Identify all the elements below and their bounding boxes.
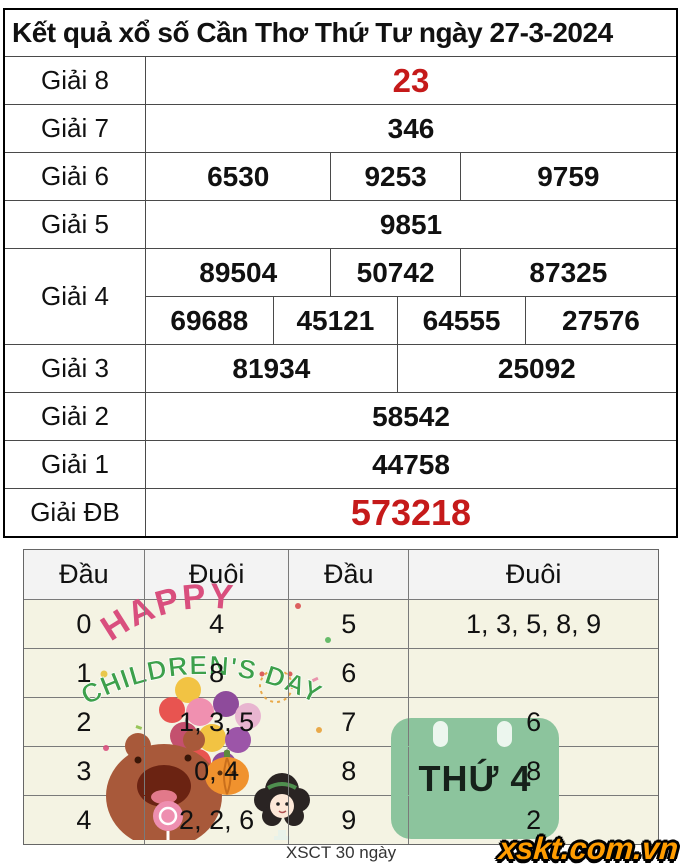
prize-row-6: Giải 6 6530 9253 9759: [5, 152, 676, 200]
column-header-dau: Đầu: [288, 550, 408, 599]
footer-caption: XSCT 30 ngày: [285, 843, 397, 862]
prize-value: 64555: [397, 297, 525, 344]
prize-row-8: Giải 8 23: [5, 56, 676, 104]
prize-label: Giải 5: [5, 201, 146, 248]
head-tail-header-row: Đầu Đuôi Đầu Đuôi: [24, 550, 658, 599]
prize-value: 45121: [272, 297, 398, 344]
prize-row-db: Giải ĐB 573218: [5, 488, 676, 536]
prize-value: 44758: [372, 448, 450, 480]
prize-value: 69688: [170, 304, 249, 336]
calendar-ring-icon: [433, 721, 448, 747]
prize-value: 573218: [350, 491, 472, 533]
prize-label: Giải ĐB: [5, 489, 146, 536]
head-cell: 6: [288, 649, 408, 697]
prize-row-3: Giải 3 81934 25092: [5, 344, 676, 392]
head-tail-row: 1 8 6: [24, 648, 658, 697]
prize-label: Giải 1: [5, 441, 146, 488]
prize-row-2: Giải 2 58542: [5, 392, 676, 440]
head-cell: 2: [76, 706, 92, 737]
prize-value: 6530: [207, 160, 270, 192]
prize-value: 9851: [379, 208, 443, 240]
calendar-badge: THỨ 4: [391, 718, 559, 839]
prize-row-1: Giải 1 44758: [5, 440, 676, 488]
prize-value: 27576: [524, 297, 676, 344]
prize-value: 346: [387, 112, 435, 144]
tail-cell: 1, 3, 5, 8, 9: [408, 600, 658, 648]
prize-value: 89504: [199, 256, 278, 288]
head-tail-row: 2 1, 3, 5 7 6: [24, 697, 658, 746]
tail-cell: 2, 2, 6: [143, 796, 289, 844]
prize-label: Giải 6: [5, 153, 146, 200]
prize-label: Giải 2: [5, 393, 146, 440]
tail-cell: 0, 4: [143, 747, 289, 795]
tail-cell: 8: [143, 649, 289, 697]
head-cell: 0: [76, 608, 92, 639]
prize-row-4: Giải 4 89504 50742 87325 69688 45121 645…: [5, 248, 676, 344]
calendar-label: THỨ 4: [418, 757, 532, 799]
tail-cell: 2: [408, 796, 658, 844]
tail-cell: [408, 649, 658, 697]
prize-value: 9253: [330, 153, 459, 200]
head-cell: 8: [288, 747, 408, 795]
prize-row-7: Giải 7 346: [5, 104, 676, 152]
tail-cell: 4: [143, 600, 289, 648]
tail-cell: 8: [408, 747, 658, 795]
tail-cell: 6: [408, 698, 658, 746]
prize-label: Giải 4: [5, 249, 146, 344]
head-cell: 7: [288, 698, 408, 746]
prize-value: 9759: [459, 153, 676, 200]
prize-value: 50742: [330, 249, 459, 296]
head-cell: 1: [76, 657, 92, 688]
site-logo[interactable]: xskt.com.vn: [497, 831, 680, 866]
head-cell: 5: [288, 600, 408, 648]
prize-label: Giải 7: [5, 105, 146, 152]
head-cell: 3: [76, 755, 92, 786]
column-header-duoi: Đuôi: [143, 550, 289, 599]
prize-value: 23: [392, 61, 430, 99]
head-tail-row: 3 0, 4 8 8: [24, 746, 658, 795]
head-tail-table: HAPPY CHILDREN'S DAY: [23, 549, 659, 845]
prize-value: 25092: [396, 345, 676, 392]
head-cell: 9: [288, 796, 408, 844]
head-tail-row: 0 4 5 1, 3, 5, 8, 9: [24, 599, 658, 648]
page-title: Kết quả xổ số Cần Thơ Thứ Tư ngày 27-3-2…: [12, 17, 613, 48]
prize-value: 87325: [459, 249, 676, 296]
column-header-duoi: Đuôi: [408, 550, 658, 599]
prize-value: 58542: [372, 400, 450, 432]
prize-value: 81934: [232, 352, 311, 384]
prize-label: Giải 8: [5, 57, 146, 104]
prize-label: Giải 3: [5, 345, 146, 392]
head-cell: 4: [76, 804, 92, 835]
column-header-dau: Đầu: [59, 559, 109, 589]
prize-row-5: Giải 5 9851: [5, 200, 676, 248]
calendar-ring-icon: [497, 721, 512, 747]
prize-table: Kết quả xổ số Cần Thơ Thứ Tư ngày 27-3-2…: [3, 8, 678, 538]
tail-cell: 1, 3, 5: [143, 698, 289, 746]
